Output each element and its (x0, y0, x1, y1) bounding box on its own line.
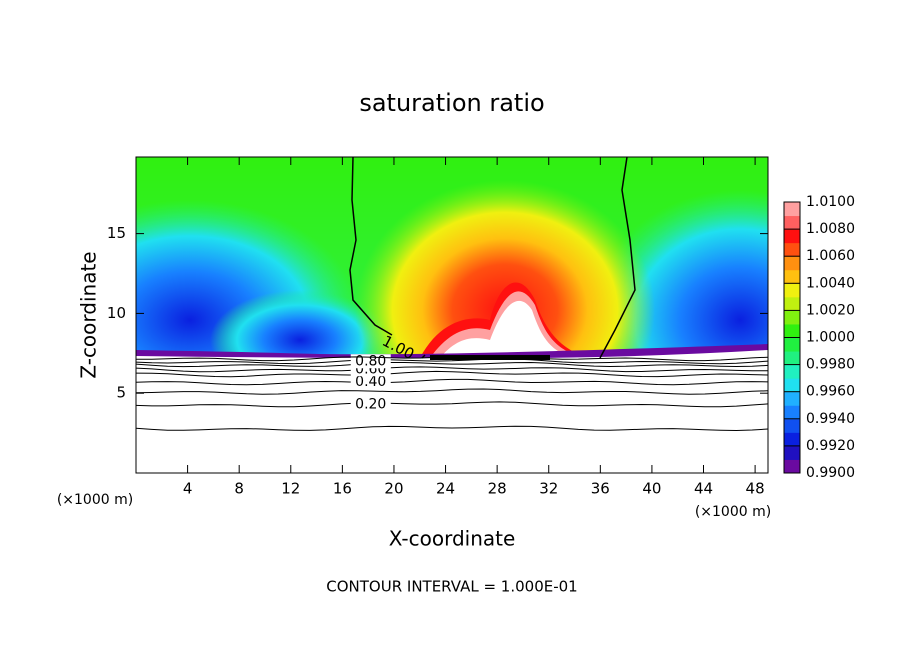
y-axis-label: Z-coordinate (77, 251, 101, 378)
contour-line (135, 388, 769, 395)
colorbar-tick-label: 0.9900 (806, 465, 855, 481)
colorbar-segment (784, 310, 800, 325)
colorbar-segment (784, 269, 800, 284)
contour-line (135, 358, 769, 365)
colorbar-segment (784, 337, 800, 352)
contour-label-bg (350, 397, 391, 412)
y-tick-label: 10 (107, 304, 126, 322)
colorbar-tick-label: 0.9980 (806, 357, 855, 373)
contour-label: 0.80 (355, 353, 386, 369)
colorbar-segment (784, 229, 800, 244)
colorbar-segment (784, 256, 800, 271)
x-tick-label: 24 (436, 480, 455, 498)
colorbar-tick-label: 1.0020 (806, 302, 855, 318)
colorbar-tick-label: 1.0100 (806, 194, 855, 210)
colorbar-tick-label: 0.9960 (806, 384, 855, 400)
colorbar-segment (784, 215, 800, 230)
x-tick-label: 28 (488, 480, 507, 498)
contour-line (135, 366, 768, 373)
field (136, 157, 768, 473)
colorbar-segment (784, 418, 800, 433)
contour-line (135, 361, 769, 368)
colorbar-tick-label: 1.0000 (806, 330, 855, 346)
x-unit: (×1000 m) (695, 504, 771, 520)
y-tick-label: 15 (107, 224, 126, 242)
colorbar-segment (784, 323, 800, 338)
colorbar-tick-label: 1.0040 (806, 275, 855, 291)
x-tick-label: 20 (384, 480, 403, 498)
y-tick-label: 5 (116, 384, 126, 402)
x-tick-label: 32 (539, 480, 558, 498)
colorbar-tick-label: 0.9940 (806, 411, 855, 427)
x-tick-label: 12 (281, 480, 300, 498)
colorbar-segment (784, 445, 800, 460)
contour-line (135, 378, 769, 386)
contour-line (135, 370, 769, 378)
x-tick-label: 48 (746, 480, 765, 498)
x-unit: (×1000 m) (57, 492, 133, 508)
x-tick-label: 40 (642, 480, 661, 498)
colorbar-segment (784, 202, 800, 217)
colorbar-segment (784, 364, 800, 379)
footer-note: CONTOUR INTERVAL = 1.000E-01 (326, 578, 577, 596)
colorbar-segment (784, 351, 800, 366)
colorbar-tick-label: 1.0080 (806, 221, 855, 237)
x-tick-label: 44 (694, 480, 713, 498)
chart-title: saturation ratio (359, 89, 544, 117)
contour-line (135, 425, 769, 432)
contour-label: 0.40 (355, 374, 386, 390)
x-tick-label: 36 (591, 480, 610, 498)
plot-frame (135, 156, 769, 474)
x-axis-label: X-coordinate (389, 527, 516, 551)
colorbar-segment (784, 432, 800, 447)
colorbar-tick-label: 0.9920 (806, 438, 855, 454)
colorbar-segment (784, 391, 800, 406)
colorbar-segment (784, 283, 800, 298)
colorbar-segment (784, 405, 800, 420)
contour-line (135, 401, 769, 408)
colorbar-tick-label: 1.0060 (806, 248, 855, 264)
contour-label-bg (350, 375, 391, 390)
colorbar-segment (784, 296, 800, 311)
x-tick-label: 16 (333, 480, 352, 498)
x-tick-label: 8 (234, 480, 244, 498)
colorbar-segment (784, 459, 800, 474)
contour-label: 0.20 (355, 396, 386, 412)
colorbar-segment (784, 378, 800, 393)
x-tick-label: 4 (183, 480, 193, 498)
contour-line (135, 354, 769, 362)
colorbar-segment (784, 242, 800, 257)
